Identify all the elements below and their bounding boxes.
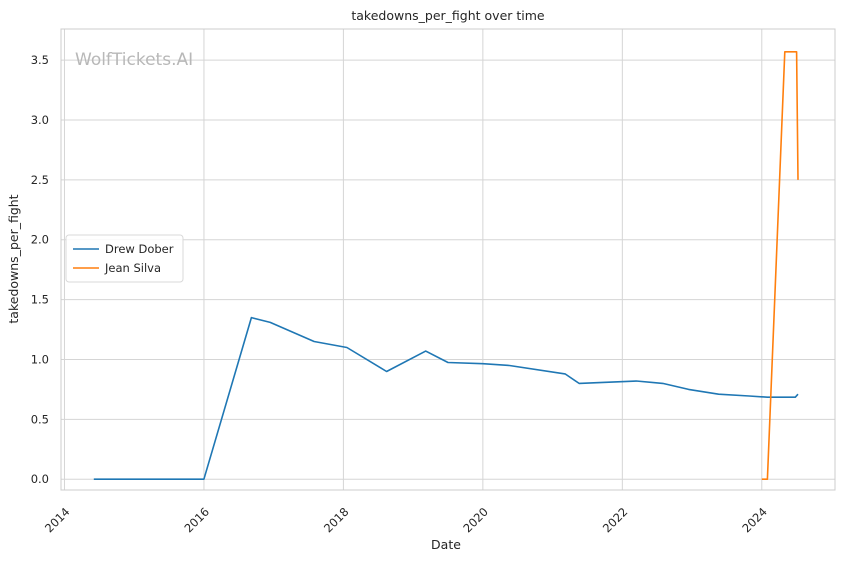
legend-label-jean-silva: Jean Silva [104, 261, 161, 275]
legend: Drew Dober Jean Silva [65, 234, 184, 283]
x-tick-labels: 2014 2016 2018 2020 2022 2024 [42, 505, 770, 536]
y-axis-title: takedowns_per_fight [6, 194, 21, 323]
y-tick-labels: 0.0 0.5 1.0 1.5 2.0 2.5 3.0 3.5 [31, 53, 49, 486]
x-tick-label: 2022 [600, 505, 631, 536]
y-tick-label: 0.5 [31, 412, 49, 426]
series-layer [93, 50, 799, 481]
series-line-jean-silva [761, 50, 799, 481]
y-tick-label: 3.0 [31, 113, 49, 127]
y-tick-label: 2.5 [31, 173, 49, 187]
chart-title: takedowns_per_fight over time [351, 8, 545, 23]
x-tick-label: 2018 [321, 505, 352, 536]
x-tick-label: 2016 [181, 505, 212, 536]
y-tick-label: 0.0 [31, 472, 49, 486]
grid [61, 29, 835, 490]
x-tick-label: 2014 [42, 505, 73, 536]
y-tick-label: 2.0 [31, 233, 49, 247]
legend-box [65, 234, 184, 283]
y-tick-label: 1.0 [31, 352, 49, 366]
plot-background [61, 29, 835, 490]
x-axis-title: Date [431, 537, 461, 552]
plot-frame [60, 28, 836, 491]
series-line-drew-dober [93, 316, 799, 481]
x-tick-label: 2020 [460, 505, 491, 536]
y-tick-label: 1.5 [31, 293, 49, 307]
watermark: WolfTickets.AI [75, 50, 193, 70]
x-tick-label: 2024 [739, 505, 770, 536]
legend-label-drew-dober: Drew Dober [105, 242, 174, 256]
y-tick-label: 3.5 [31, 53, 49, 67]
